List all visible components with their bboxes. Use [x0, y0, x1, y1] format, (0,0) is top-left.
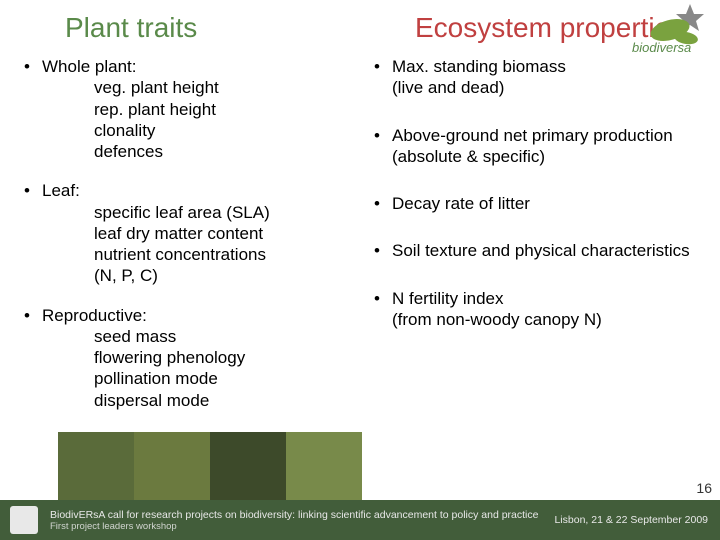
group-head: Reproductive:	[42, 306, 147, 325]
group-reproductive: Reproductive: seed mass flowering phenol…	[20, 305, 350, 411]
group-whole-plant: Whole plant: veg. plant height rep. plan…	[20, 56, 350, 162]
eco-item: Above-ground net primary production(abso…	[370, 125, 700, 168]
trait-item: veg. plant height	[42, 77, 350, 98]
thumb-image	[210, 432, 286, 500]
trait-item: defences	[42, 141, 350, 162]
thumb-image	[286, 432, 362, 500]
group-head: Leaf:	[42, 181, 80, 200]
trait-item: leaf dry matter content	[42, 223, 350, 244]
eco-item: Soil texture and physical characteristic…	[370, 240, 700, 261]
group-leaf: Leaf: specific leaf area (SLA) leaf dry …	[20, 180, 350, 286]
thumb-image	[58, 432, 134, 500]
footer-bar: BiodivERsA call for research projects on…	[0, 500, 720, 540]
footer-thumbnails	[58, 432, 362, 500]
thumb-image	[134, 432, 210, 500]
footer-right-text: Lisbon, 21 & 22 September 2009	[554, 514, 708, 526]
plant-traits-list: Whole plant: veg. plant height rep. plan…	[20, 56, 350, 411]
trait-item: specific leaf area (SLA)	[42, 202, 350, 223]
trait-item: dispersal mode	[42, 390, 350, 411]
eco-item: Decay rate of litter	[370, 193, 700, 214]
trait-item: pollination mode	[42, 368, 350, 389]
trait-item: rep. plant height	[42, 99, 350, 120]
trait-item: (N, P, C)	[42, 265, 350, 286]
ecosystem-list: Max. standing biomass(live and dead) Abo…	[370, 56, 700, 330]
footer: BiodivERsA call for research projects on…	[0, 432, 720, 540]
footer-left-text: BiodivERsA call for research projects on…	[50, 509, 538, 532]
footer-subtitle: First project leaders workshop	[50, 521, 538, 532]
trait-item: flowering phenology	[42, 347, 350, 368]
footer-title: BiodivERsA call for research projects on…	[50, 509, 538, 521]
trait-item: nutrient concentrations	[42, 244, 350, 265]
left-heading: Plant traits	[20, 12, 350, 44]
group-head: Whole plant:	[42, 57, 137, 76]
right-column: Ecosystem properties Max. standing bioma…	[370, 12, 700, 429]
content-columns: Plant traits Whole plant: veg. plant hei…	[20, 12, 700, 429]
eco-item: Max. standing biomass(live and dead)	[370, 56, 700, 99]
eco-item: N fertility index(from non-woody canopy …	[370, 288, 700, 331]
slide: biodiversa Plant traits Whole plant: veg…	[0, 0, 720, 540]
biodiversa-logo: biodiversa	[604, 2, 714, 57]
logo-text: biodiversa	[632, 40, 691, 55]
trait-item: seed mass	[42, 326, 350, 347]
left-column: Plant traits Whole plant: veg. plant hei…	[20, 12, 350, 429]
trait-item: clonality	[42, 120, 350, 141]
